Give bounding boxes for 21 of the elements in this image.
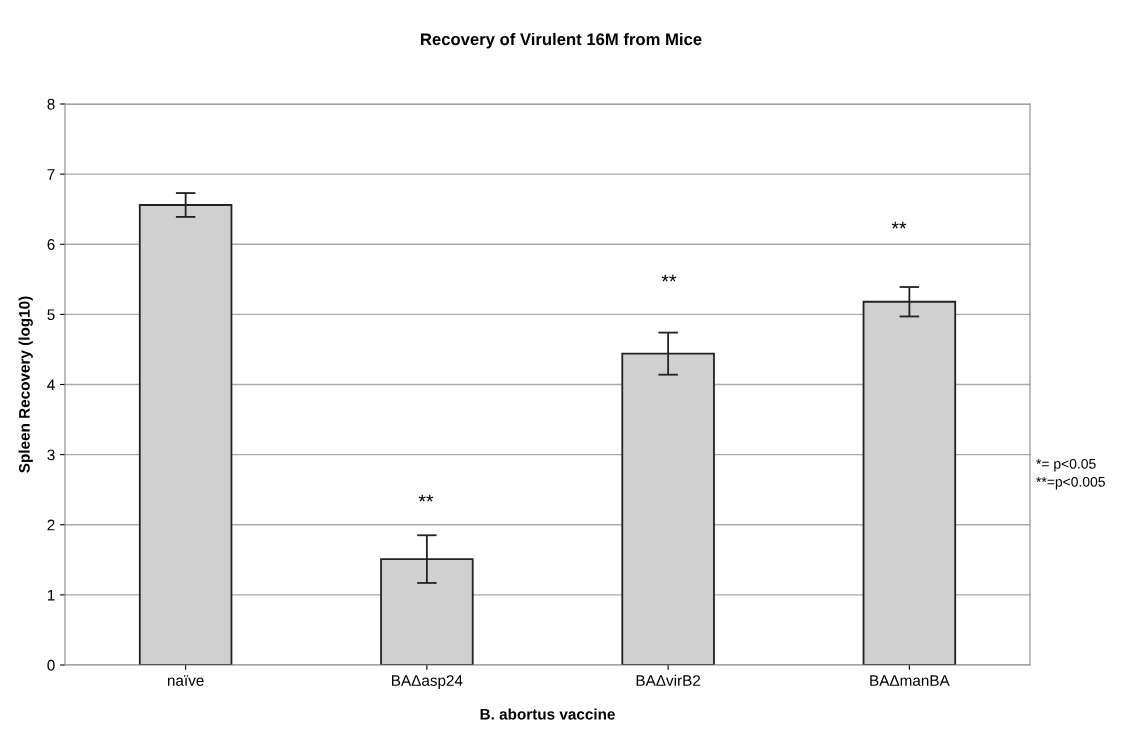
y-tick-label: 6: [47, 239, 55, 250]
y-tick-label: 1: [47, 589, 55, 601]
y-tick-label: 2: [47, 519, 55, 531]
y-tick-label: 4: [47, 379, 55, 391]
x-tick-label: BAΔasp24: [392, 675, 463, 689]
text: **=p<0.005: [1036, 476, 1105, 490]
annotation: **: [418, 494, 434, 502]
y-axis-title: Spleen Recovery (log10): [18, 296, 33, 473]
y-tick-label: 7: [47, 169, 55, 180]
x-tick-label: BAΔvirB2: [636, 674, 701, 686]
chart-title: Recovery of Virulent 16M from Mice: [421, 32, 702, 49]
x-tick-label: BAΔmanBA: [870, 675, 950, 686]
annotation: **: [661, 274, 677, 282]
x-tick-label: naïve: [167, 675, 204, 686]
text: *= p<0.05: [1036, 458, 1096, 472]
y-tick-label: 0: [47, 659, 55, 671]
annotation: **: [891, 221, 907, 229]
y-tick-label: 5: [47, 309, 55, 321]
y-tick-label: 8: [47, 98, 55, 110]
x-axis-title: B. abortus vaccine: [480, 708, 615, 720]
y-tick-label: 3: [47, 449, 55, 461]
